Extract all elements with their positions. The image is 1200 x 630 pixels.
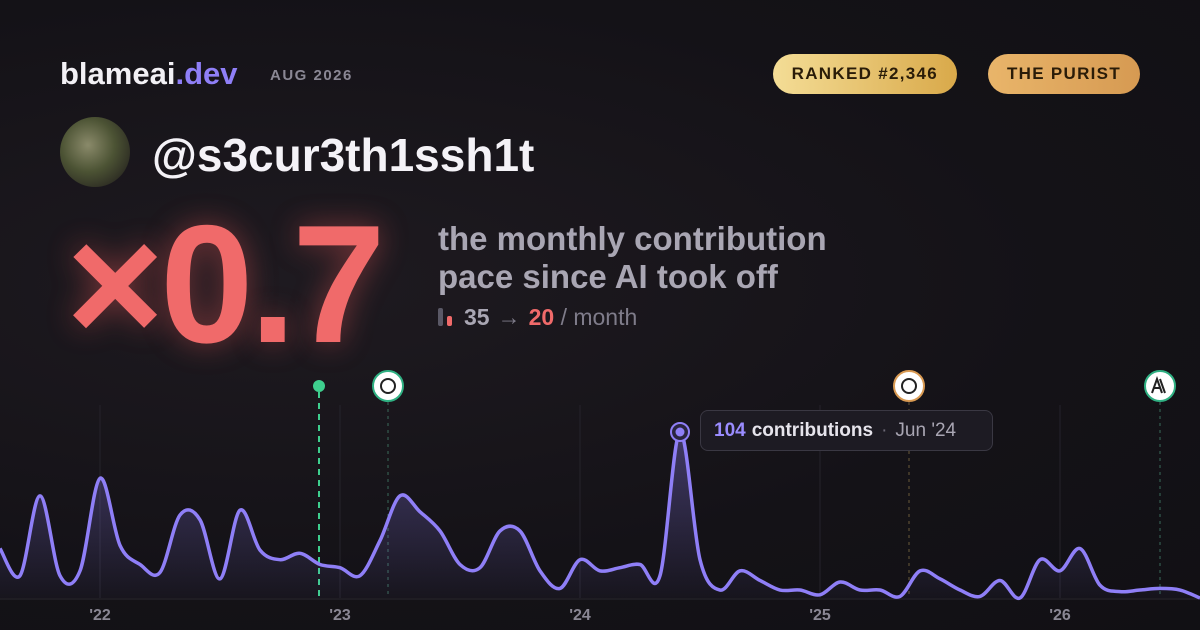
x-tick-label: '22	[89, 607, 111, 624]
brand: blameai.dev	[60, 56, 237, 92]
openai-glyph	[380, 378, 396, 394]
x-tick-label: '24	[569, 607, 591, 624]
pace-after: 20	[528, 304, 555, 330]
pace-before: 35	[464, 304, 490, 330]
brand-suffix: .dev	[175, 56, 238, 91]
event-markers	[313, 370, 1176, 598]
openai-icon	[893, 370, 925, 402]
rank-badge: RANKED #2,346	[772, 54, 957, 94]
multiplier: ×0.7	[66, 190, 386, 378]
pace-unit: / month	[560, 304, 638, 330]
icon-before	[438, 308, 443, 326]
pace: 35 → 20 / month	[438, 304, 637, 331]
tooltip-value: 104	[714, 420, 746, 441]
separator: ·	[881, 420, 888, 441]
line	[0, 430, 1200, 600]
tooltip-date: Jun '24	[895, 420, 957, 441]
brand-name: blameai	[60, 56, 176, 91]
icon-after	[447, 316, 452, 326]
pace-arrow: →	[497, 304, 521, 330]
caption: the monthly contribution	[438, 220, 827, 257]
x-tick-label: '23	[329, 607, 351, 624]
tooltip: 104 contributions · Jun '24	[700, 410, 993, 451]
caption: pace since AI took off	[438, 258, 778, 295]
tooltip-label: contributions	[751, 420, 874, 441]
openai-icon	[372, 370, 404, 402]
highlight-point	[675, 427, 685, 437]
period: AUG 2026	[270, 67, 353, 84]
event-dot	[313, 380, 325, 392]
handle: @s3cur3th1ssh1t	[152, 129, 535, 181]
openai-glyph	[901, 378, 917, 394]
anthropic-glyph	[1151, 376, 1166, 394]
x-tick-label: '25	[809, 607, 831, 624]
avatar	[60, 117, 130, 187]
persona-badge: THE PURIST	[987, 54, 1140, 94]
x-tick-label: '26	[1049, 607, 1071, 624]
area	[0, 431, 1200, 599]
